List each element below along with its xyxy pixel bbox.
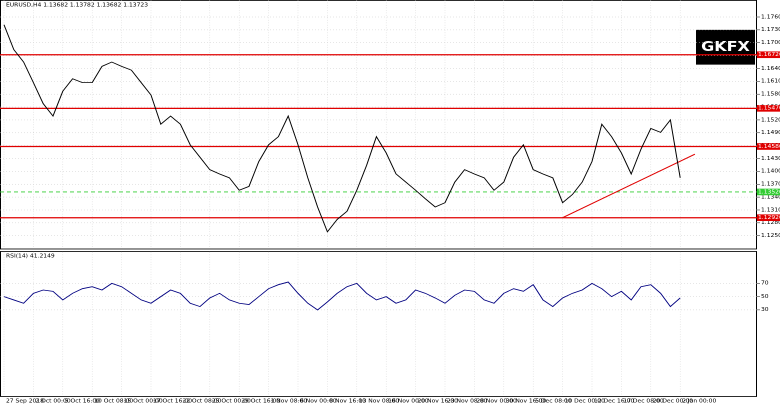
x-tick-label: 1 Nov 08:00 <box>271 399 308 404</box>
x-tick-label: 23 Nov 08:00 <box>447 399 488 404</box>
y-tick-label: 1.16400 <box>761 66 780 71</box>
header: EURUSD,H4 1.13682 1.13782 1.13682 1.1372… <box>6 3 149 8</box>
level-label-box <box>757 188 780 196</box>
y-tick-label: 70 <box>761 281 769 286</box>
x-tick-label: 8 Nov 16:00 <box>329 399 366 404</box>
y-tick-label: 1.16100 <box>761 79 780 84</box>
series-line <box>3 281 681 311</box>
x-tick-label: 10 Oct 08:00 <box>94 399 134 404</box>
logo: GKFX <box>701 39 751 54</box>
x-tick-label: 29 Oct 16:00 <box>241 399 281 404</box>
x-tick-label: 2 Jan 00:00 <box>682 399 717 404</box>
x-tick-label: 17 Dec 08:00 <box>623 399 664 404</box>
level-label-box <box>757 105 780 112</box>
y-tick-label: 30 <box>761 308 769 313</box>
y-tick-label: 1.17000 <box>761 40 780 45</box>
level-label-box <box>757 214 780 222</box>
price-panel <box>0 0 757 250</box>
x-tick-label: 20 Nov 16:00 <box>418 399 459 404</box>
trend-line <box>562 153 696 219</box>
y-tick-label: 1.13400 <box>761 195 780 200</box>
x-tick-label: 22 Oct 08:00 <box>182 399 222 404</box>
y-tick-label: 1.13700 <box>761 182 780 187</box>
x-tick-label: 13 Nov 08:00 <box>359 399 400 404</box>
x-tick-label: 2 Oct 00:00 <box>35 399 71 404</box>
y-tick-label: 1.14300 <box>761 156 780 161</box>
y-tick-label: 1.13100 <box>761 208 780 213</box>
rsi-panel <box>0 251 757 397</box>
y-tick-label: 1.17600 <box>761 15 780 20</box>
x-tick-label: 27 Sep 2018 <box>6 399 45 404</box>
x-tick-label: 25 Oct 00:00 <box>212 399 252 404</box>
x-tick-label: 28 Nov 00:00 <box>476 399 517 404</box>
level-label-box <box>757 143 780 150</box>
rsi-title: RSI(14) 41.2149 <box>6 254 55 259</box>
logo-box <box>696 29 755 65</box>
y-tick-label: 1.14900 <box>761 131 780 136</box>
y-tick-label: 1.12800 <box>761 221 780 226</box>
x-tick-label: 20 Dec 00:00 <box>653 399 694 404</box>
x-tick-label: 5 Dec 08:00 <box>535 399 572 404</box>
y-tick-label: 1.17300 <box>761 28 780 33</box>
x-tick-label: 12 Dec 16:00 <box>594 399 635 404</box>
y-tick-label: 1.15200 <box>761 118 780 123</box>
level-label-box <box>757 51 780 59</box>
series-line <box>3 24 681 233</box>
y-tick-label: 1.14000 <box>761 169 780 174</box>
x-tick-label: 30 Nov 16:00 <box>506 399 547 404</box>
y-tick-label: 50 <box>761 294 769 299</box>
level-label: 1.12920 <box>758 215 780 220</box>
level-label: 1.14580 <box>758 144 780 149</box>
level-label: 1.13520 <box>758 190 780 195</box>
x-tick-label: 10 Dec 00:00 <box>565 399 606 404</box>
y-tick-label: 1.15800 <box>761 92 780 97</box>
x-tick-label: 17 Oct 16:00 <box>153 399 193 404</box>
y-tick-label: 1.12500 <box>761 233 780 238</box>
x-tick-label: 15 Oct 00:00 <box>124 399 164 404</box>
x-tick-label: 6 Nov 00:00 <box>300 399 337 404</box>
level-label: 1.16720 <box>758 52 780 57</box>
level-label: 1.15470 <box>758 106 780 111</box>
x-tick-label: 16 Nov 00:00 <box>388 399 429 404</box>
x-tick-label: 5 Oct 16:00 <box>65 399 101 404</box>
